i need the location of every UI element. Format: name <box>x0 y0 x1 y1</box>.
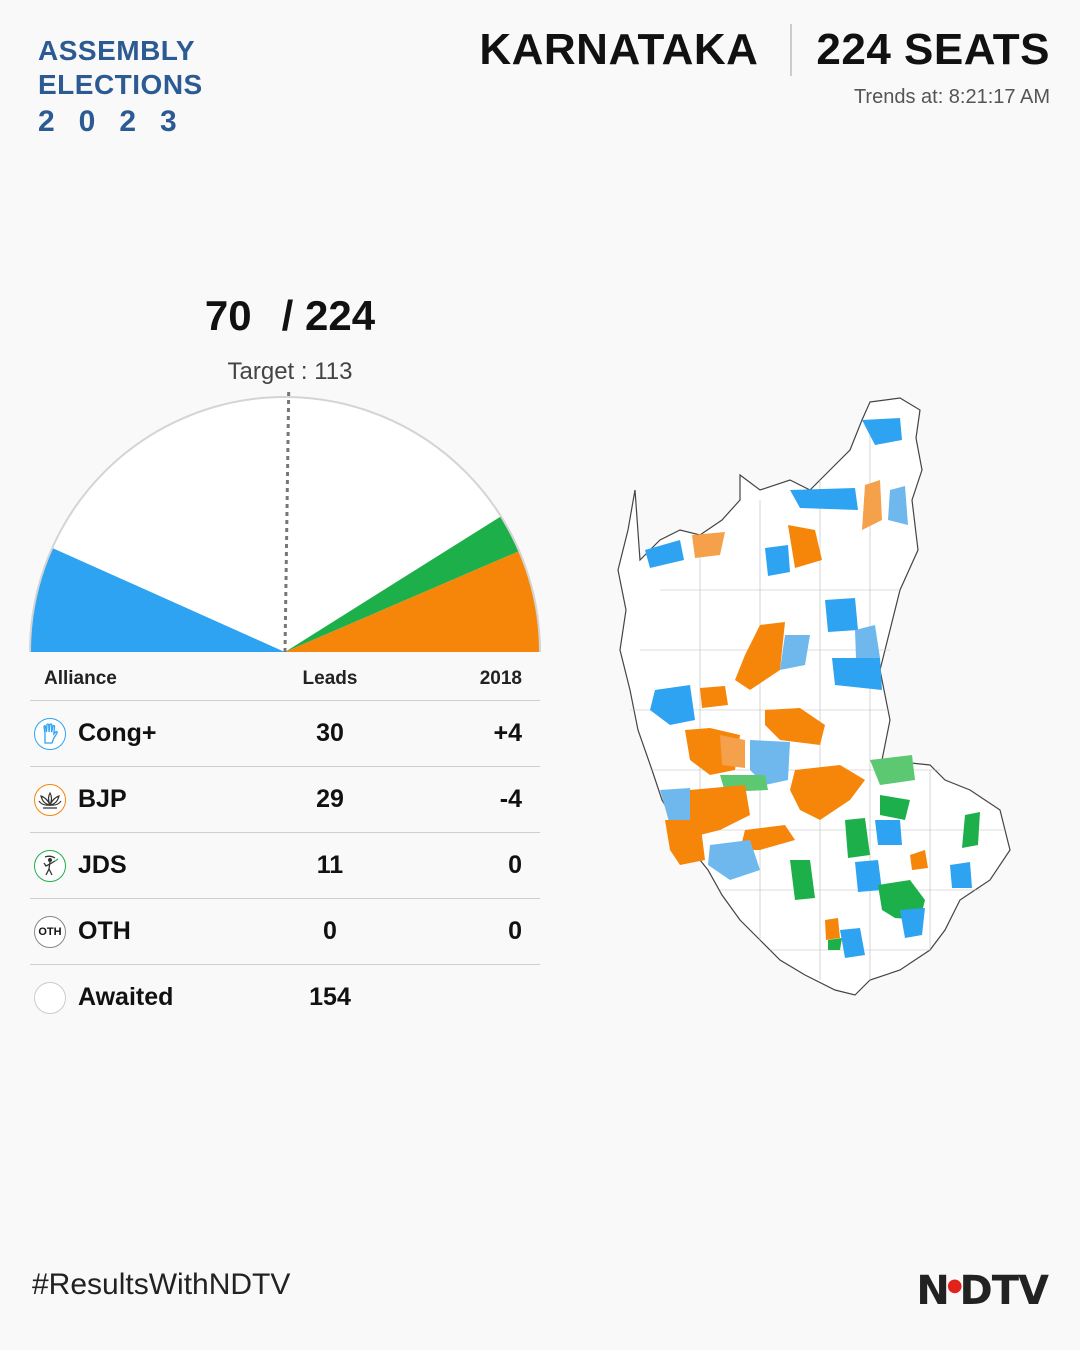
party-leads: 0 <box>259 898 401 965</box>
party-change: +4 <box>401 700 540 767</box>
results-table: Alliance Leads 2018 Cong+ 30 +4 BJP 29 -… <box>30 658 540 1030</box>
seat-gauge-chart <box>29 391 541 653</box>
majority-target: Target : 113 <box>227 358 353 385</box>
party-leads: 11 <box>259 832 401 899</box>
page-header: KARNATAKA 224 SEATS <box>479 24 1050 76</box>
oth-badge: OTH <box>34 915 66 948</box>
state-name: KARNATAKA <box>479 25 759 74</box>
col-2018: 2018 <box>401 658 540 701</box>
slice-bjp <box>285 551 540 652</box>
trends-timestamp: Trends at: 8:21:17 AM <box>853 86 1050 108</box>
header-divider <box>790 24 793 76</box>
slice-awaited <box>52 397 501 652</box>
party-change: -4 <box>401 766 540 833</box>
party-change <box>401 965 540 1031</box>
slice-jds <box>285 516 520 652</box>
slice-cong <box>30 547 285 652</box>
seat-count: 224 SEATS <box>816 25 1050 74</box>
table-row: Awaited 154 <box>30 965 540 1031</box>
col-leads: Leads <box>259 658 401 701</box>
table-row: Cong+ 30 +4 <box>30 700 540 767</box>
table-row: OTH OTH 0 0 <box>30 898 540 965</box>
brand-line-1: ASSEMBLY <box>38 35 196 66</box>
party-leads: 30 <box>259 700 401 767</box>
farmer-icon <box>34 849 66 882</box>
party-name: Cong+ <box>78 719 157 747</box>
table-header-row: Alliance Leads 2018 <box>30 658 540 701</box>
karnataka-constituency-map <box>617 397 1011 996</box>
table-row: JDS 11 0 <box>30 832 540 899</box>
party-change: 0 <box>401 832 540 899</box>
party-name: JDS <box>78 851 127 879</box>
blank-circle-icon <box>34 981 66 1014</box>
brand-line-2: ELECTIONS <box>38 69 203 100</box>
election-brand: ASSEMBLY ELECTIONS 2023 <box>38 34 203 140</box>
constituency-fills <box>645 418 980 958</box>
party-name: Awaited <box>78 983 174 1011</box>
hand-icon <box>34 717 66 750</box>
target-line <box>283 391 291 653</box>
footer-hashtag: #ResultsWithNDTV <box>32 1268 291 1301</box>
party-leads: 29 <box>259 766 401 833</box>
ndtv-logo: N ● DTV <box>916 1268 1049 1314</box>
party-leads: 154 <box>309 983 351 1011</box>
party-change: 0 <box>401 898 540 965</box>
col-alliance: Alliance <box>30 658 259 701</box>
brand-year: 2023 <box>38 105 201 138</box>
table-row: BJP 29 -4 <box>30 766 540 833</box>
party-name: OTH <box>78 917 131 945</box>
seat-tally: 70 / 224 <box>0 292 580 340</box>
lotus-icon <box>34 783 66 816</box>
party-name: BJP <box>78 785 127 813</box>
gauge-outline <box>29 396 541 653</box>
total-count: / 224 <box>281 292 376 339</box>
declared-count: 70 <box>204 292 252 339</box>
